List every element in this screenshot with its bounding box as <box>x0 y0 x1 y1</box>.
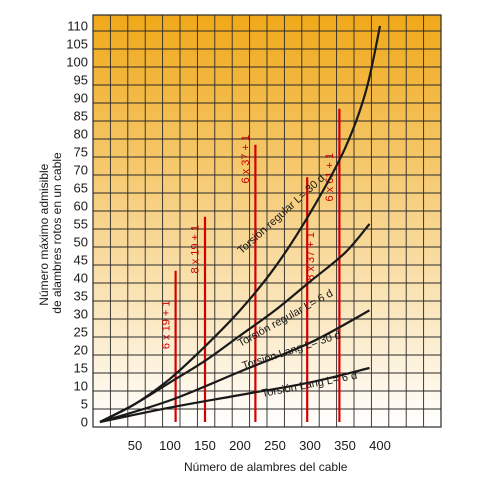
y-tick-label: 85 <box>74 109 88 124</box>
y-tick-label: 35 <box>74 289 88 304</box>
y-tick-label: 15 <box>74 361 88 376</box>
y-tick-label: 105 <box>66 37 88 52</box>
y-tick-label: 20 <box>74 343 88 358</box>
series-curve <box>99 25 382 423</box>
y-tick-label: 95 <box>74 73 88 88</box>
y-tick-label: 50 <box>74 235 88 250</box>
x-tick-label: 250 <box>264 438 286 453</box>
y-axis-title-line-2: de alambres rotos en un cable <box>50 152 64 314</box>
y-tick-label: 25 <box>74 325 88 340</box>
y-tick-label: 80 <box>74 127 88 142</box>
x-tick-label: 350 <box>334 438 356 453</box>
y-tick-label: 45 <box>74 253 88 268</box>
y-tick-label: 40 <box>74 271 88 286</box>
rope-type-label: 6 x 19 + 1 <box>160 300 172 349</box>
grid <box>92 14 442 428</box>
y-axis-ticks: 0 5 10 15 20 25 30 35 40 45 50 55 60 65 70 75 80 85 90 95 10… <box>66 19 88 430</box>
series-curve <box>99 309 371 424</box>
x-tick-label: 100 <box>159 438 181 453</box>
y-tick-label: 75 <box>74 145 88 160</box>
y-axis-title-line-1: Número máximo admisible <box>37 163 51 305</box>
rope-type-label: 8 x 37 + 1 <box>305 232 317 281</box>
y-tick-label: 10 <box>74 379 88 394</box>
y-axis-title: Número máximo admisible de alambres roto… <box>37 152 64 314</box>
series-curve <box>99 366 370 424</box>
x-tick-label: 150 <box>194 438 216 453</box>
y-tick-label: 0 <box>81 415 88 430</box>
x-tick-label: 50 <box>128 438 142 453</box>
y-tick-label: 55 <box>74 217 88 232</box>
x-axis-ticks: 50 100 150 200 250 300 350 400 <box>128 438 391 453</box>
x-tick-label: 400 <box>369 438 391 453</box>
y-tick-label: 30 <box>74 307 88 322</box>
y-tick-label: 100 <box>66 55 88 70</box>
plot-frame <box>92 14 442 428</box>
y-tick-label: 65 <box>74 181 88 196</box>
y-tick-label: 110 <box>67 19 88 34</box>
rope-type-label: 8 x 19 + 1 <box>190 225 202 274</box>
y-tick-label: 70 <box>74 163 88 178</box>
x-tick-label: 200 <box>229 438 251 453</box>
y-tick-label: 90 <box>74 91 88 106</box>
x-tick-label: 300 <box>299 438 321 453</box>
series-curve <box>99 223 371 423</box>
y-tick-label: 5 <box>81 397 88 412</box>
y-tick-label: 60 <box>74 199 88 214</box>
x-axis-title: Número de alambres del cable <box>184 460 348 474</box>
rope-type-label: 6 x 37 + 1 <box>240 135 252 184</box>
curves <box>99 25 382 424</box>
